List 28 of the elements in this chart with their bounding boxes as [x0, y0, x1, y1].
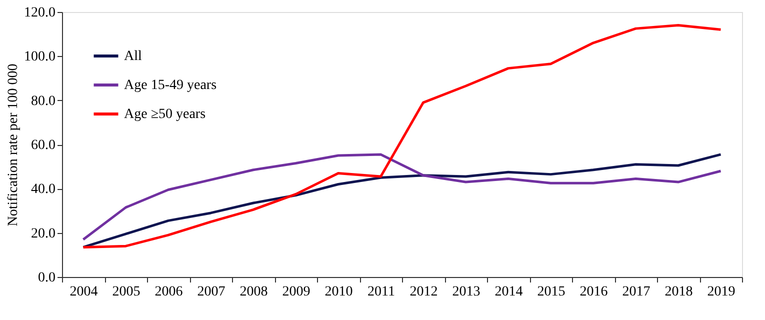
x-tick-label: 2017 [622, 284, 650, 300]
y-tick-label: 60.0 [31, 138, 56, 153]
y-tick-label: 20.0 [31, 226, 56, 242]
x-tick-label: 2012 [410, 284, 438, 300]
line-series [82, 24, 722, 248]
x-tick-label: 2009 [282, 284, 310, 300]
legend-label: Age 15-49 years [124, 78, 217, 93]
x-tick-label: 2005 [112, 284, 140, 300]
legend-label: All [124, 49, 142, 64]
legend-label: Age ≥50 years [124, 107, 206, 122]
x-tick-label: 2013 [452, 284, 480, 300]
x-tick-label: 2015 [537, 284, 566, 300]
x-tick-label: 2014 [494, 284, 523, 300]
y-tick-label: 0.0 [38, 270, 56, 286]
x-tick-label: 2006 [154, 284, 183, 300]
y-axis-title: Notification rate per 100 000 [6, 64, 21, 226]
y-tick-label: 100.0 [24, 50, 56, 65]
x-tick-label: 2004 [70, 284, 98, 300]
x-tick-label: 2007 [197, 284, 226, 300]
x-tick-label: 2008 [240, 284, 268, 300]
x-tick-label: 2010 [324, 284, 353, 300]
x-tick-label: 2019 [707, 284, 736, 300]
x-tick-label: 2011 [368, 284, 395, 300]
y-tick-label: 120.0 [24, 6, 56, 20]
y-tick-label: 80.0 [31, 94, 56, 109]
x-tick-label: 2016 [580, 284, 608, 300]
y-tick-label: 40.0 [31, 182, 56, 198]
x-tick-label: 2018 [664, 284, 693, 300]
